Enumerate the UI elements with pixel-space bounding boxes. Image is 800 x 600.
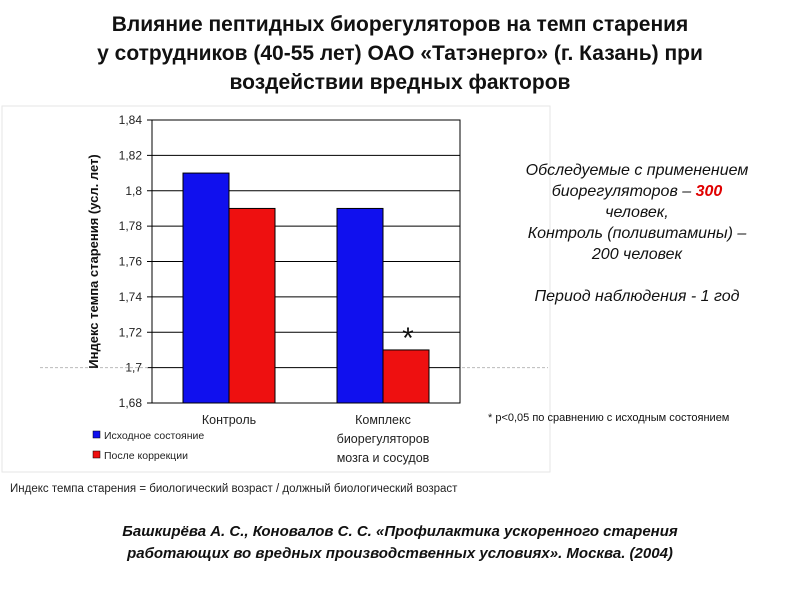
title-line-3: воздействии вредных факторов xyxy=(229,71,571,94)
y-tick-label: 1,78 xyxy=(119,219,143,233)
title-line-1: Влияние пептидных биорегуляторов на темп… xyxy=(111,13,689,36)
citation: Башкирёва А. С., Коновалов С. С. «Профил… xyxy=(20,521,780,565)
info-line-1: Обследуемые с применением xyxy=(525,162,749,179)
title-line-2: у сотрудников (40-55 лет) ОАО «Татэнерго… xyxy=(97,42,703,65)
x-category-label: биорегуляторов xyxy=(337,432,430,446)
info-line-3: человек, xyxy=(605,204,669,221)
citation-line-2: работающих во вредных производственных у… xyxy=(127,545,673,562)
info-line-4: Контроль (поливитамины) – xyxy=(527,225,747,242)
significance-footnote: * р<0,05 по сравнению с исходным состоян… xyxy=(488,412,730,424)
bar-chart: 1,68 1,7 1,72 1,74 1,76 1,78 1,8 1,82 1,84 Индекс… xyxy=(1,105,551,473)
legend-label: После коррекции xyxy=(104,450,188,462)
x-category-label: мозга и сосудов xyxy=(337,451,430,465)
study-info: Обследуемые с применением биорегуляторов… xyxy=(482,160,792,307)
y-tick-label: 1,72 xyxy=(119,325,143,339)
bar xyxy=(336,207,384,404)
y-tick-label: 1,68 xyxy=(119,396,143,410)
y-tick-label: 1,82 xyxy=(119,148,143,162)
x-category-label: Комплекс xyxy=(355,413,411,427)
y-tick-label: 1,76 xyxy=(119,255,143,269)
index-formula: Индекс темпа старения = биологический во… xyxy=(10,483,458,495)
legend-swatch xyxy=(92,430,101,439)
y-tick-label: 1,74 xyxy=(119,290,143,304)
legend-swatch xyxy=(92,450,101,459)
y-tick-label: 1,7 xyxy=(125,361,142,375)
y-tick-label: 1,8 xyxy=(125,184,142,198)
info-count-highlight: 300 xyxy=(695,183,723,200)
info-line-5: 200 человек xyxy=(591,246,683,263)
info-line-2-prefix: биорегуляторов – xyxy=(551,183,696,200)
info-line-2: биорегуляторов – 300 xyxy=(482,181,792,202)
chart-area-border xyxy=(1,105,551,473)
info-spacer xyxy=(482,265,792,286)
bar xyxy=(228,207,276,404)
significance-asterisk: * xyxy=(402,322,414,355)
info-line-6: Период наблюдения - 1 год xyxy=(534,288,740,305)
bar xyxy=(182,172,230,404)
bar xyxy=(382,349,430,404)
y-tick-label: 1,84 xyxy=(119,113,143,127)
y-axis-label: Индекс темпа старения (усл. лет) xyxy=(86,154,101,368)
legend-label: Исходное состояние xyxy=(104,430,204,442)
citation-line-1: Башкирёва А. С., Коновалов С. С. «Профил… xyxy=(122,523,678,540)
x-category-label: Контроль xyxy=(202,413,256,427)
slide-title: Влияние пептидных биорегуляторов на темп… xyxy=(20,10,780,97)
